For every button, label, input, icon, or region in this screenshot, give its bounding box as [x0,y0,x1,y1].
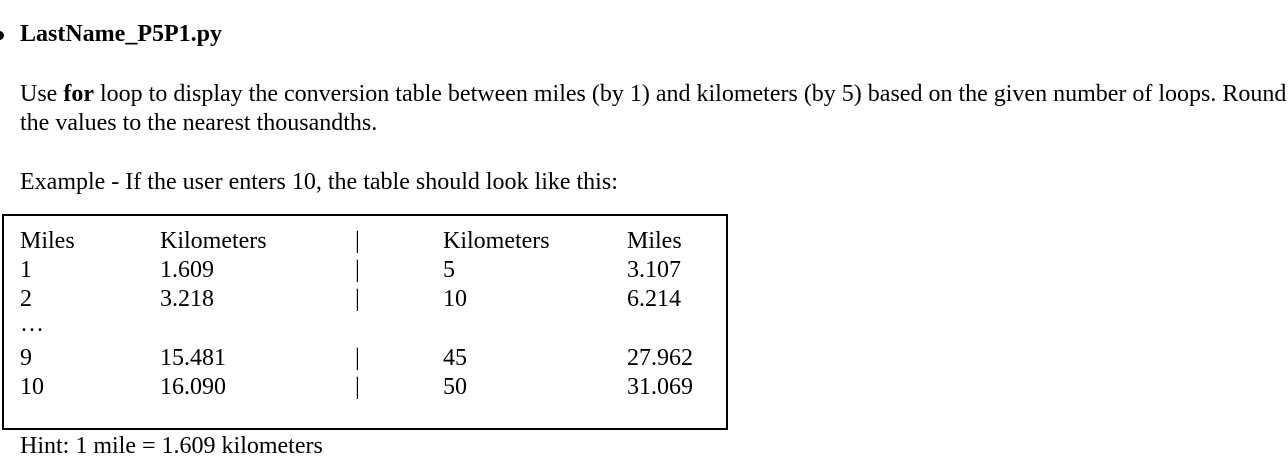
hint: Hint: 1 mile = 1.609 kilometers [20,433,323,459]
table-cell: 9 [20,345,32,371]
table-box: Miles Kilometers | Kilometers Miles 1 1.609 | 5 3… [2,214,728,430]
table-cell: Miles [20,228,75,254]
table-cell: | [355,345,360,371]
table-cell: | [355,374,360,400]
table-cell: 50 [443,374,467,400]
table-cell: 2 [20,286,32,312]
example-text: Example - If the user enters 10, the tab… [20,169,618,195]
table-cell: | [355,286,360,312]
table-cell: | [355,257,360,283]
table-cell: 3.107 [627,257,681,283]
table-cell: 15.481 [160,345,226,371]
table-cell: Kilometers [160,228,267,254]
bullet [0,31,4,40]
table-cell: 27.962 [627,345,693,371]
table-cell: 5 [443,257,455,283]
table-cell: 31.069 [627,374,693,400]
text: Use [20,81,64,107]
table-cell: Miles [627,228,682,254]
table-cell: Kilometers [443,228,550,254]
table-cell: 3.218 [160,286,214,312]
instructions: Use for loop to display the conversion t… [20,80,1288,138]
keyword: for [63,81,94,107]
text: loop to display the conversion table bet… [20,81,1287,136]
table-cell: 6.214 [627,286,681,312]
table-cell: … [20,311,44,337]
table-cell: 16.090 [160,374,226,400]
table-cell: 10 [443,286,467,312]
table-cell: 10 [20,374,44,400]
table-cell: 1 [20,257,32,283]
table-cell: 45 [443,345,467,371]
heading: LastName_P5P1.py [20,21,222,47]
table-cell: | [355,228,360,254]
table-cell: 1.609 [160,257,214,283]
